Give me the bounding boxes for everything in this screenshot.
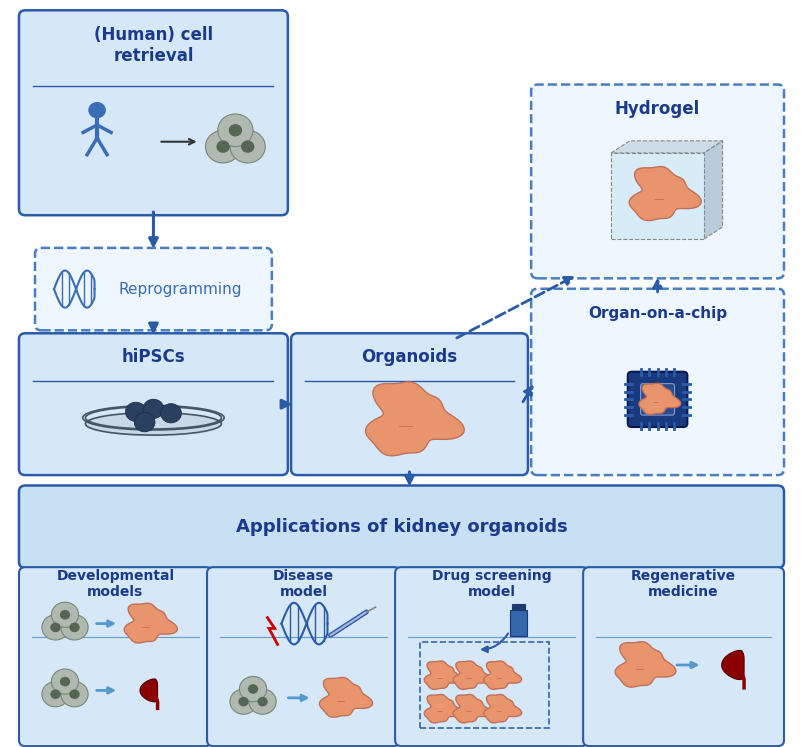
Circle shape: [230, 130, 265, 163]
Circle shape: [160, 403, 181, 423]
Circle shape: [217, 114, 253, 146]
Polygon shape: [140, 679, 157, 702]
Circle shape: [229, 689, 257, 714]
FancyBboxPatch shape: [35, 248, 272, 330]
Circle shape: [61, 615, 88, 640]
Circle shape: [51, 622, 61, 632]
Text: Drug screening
model: Drug screening model: [431, 569, 551, 599]
Circle shape: [60, 610, 70, 619]
Polygon shape: [721, 651, 743, 680]
Circle shape: [69, 689, 79, 699]
Circle shape: [238, 697, 249, 707]
Polygon shape: [703, 141, 722, 239]
Text: Organoids: Organoids: [361, 348, 457, 367]
FancyBboxPatch shape: [290, 333, 527, 475]
Polygon shape: [610, 141, 722, 153]
Circle shape: [51, 602, 79, 627]
Bar: [610, 153, 703, 239]
Circle shape: [249, 689, 276, 714]
FancyBboxPatch shape: [19, 10, 287, 215]
Circle shape: [42, 681, 69, 707]
Polygon shape: [638, 383, 680, 415]
FancyBboxPatch shape: [530, 289, 783, 475]
Polygon shape: [483, 695, 521, 723]
Circle shape: [241, 140, 254, 153]
Text: (Human) cell
retrieval: (Human) cell retrieval: [94, 26, 213, 64]
Text: Applications of kidney organoids: Applications of kidney organoids: [235, 518, 567, 536]
Circle shape: [239, 676, 266, 701]
Polygon shape: [124, 604, 177, 643]
Text: Regenerative
medicine: Regenerative medicine: [630, 569, 735, 599]
Polygon shape: [365, 382, 464, 456]
Bar: [419, 642, 549, 728]
Circle shape: [69, 622, 79, 632]
Circle shape: [143, 399, 164, 418]
Polygon shape: [452, 695, 490, 723]
Text: Reprogramming: Reprogramming: [119, 282, 241, 297]
FancyBboxPatch shape: [19, 567, 212, 746]
FancyBboxPatch shape: [640, 384, 674, 415]
Polygon shape: [629, 167, 700, 220]
FancyBboxPatch shape: [19, 333, 287, 475]
Circle shape: [42, 615, 69, 640]
Circle shape: [134, 412, 155, 432]
Bar: [512, 604, 524, 610]
Text: Developmental
models: Developmental models: [56, 569, 174, 599]
Text: Hydrogel: Hydrogel: [614, 100, 699, 118]
Polygon shape: [614, 642, 675, 687]
FancyBboxPatch shape: [530, 84, 783, 279]
Ellipse shape: [85, 412, 221, 435]
Circle shape: [248, 684, 258, 694]
Circle shape: [60, 677, 70, 686]
Circle shape: [51, 669, 79, 694]
Circle shape: [205, 130, 241, 163]
Text: hiPSCs: hiPSCs: [121, 348, 185, 367]
Circle shape: [257, 697, 267, 707]
Polygon shape: [319, 678, 372, 717]
Circle shape: [125, 402, 146, 421]
Bar: [509, 610, 527, 636]
FancyBboxPatch shape: [395, 567, 587, 746]
FancyBboxPatch shape: [207, 567, 399, 746]
Polygon shape: [452, 661, 490, 689]
FancyBboxPatch shape: [627, 372, 687, 427]
Polygon shape: [423, 661, 462, 689]
Text: Organ-on-a-chip: Organ-on-a-chip: [587, 306, 727, 320]
Circle shape: [229, 124, 241, 137]
Circle shape: [61, 681, 88, 707]
Text: Disease
model: Disease model: [273, 569, 334, 599]
Circle shape: [88, 102, 106, 118]
FancyBboxPatch shape: [19, 486, 783, 568]
Polygon shape: [483, 661, 521, 689]
FancyBboxPatch shape: [582, 567, 783, 746]
Polygon shape: [423, 695, 462, 723]
Circle shape: [216, 140, 229, 153]
Circle shape: [51, 689, 61, 699]
